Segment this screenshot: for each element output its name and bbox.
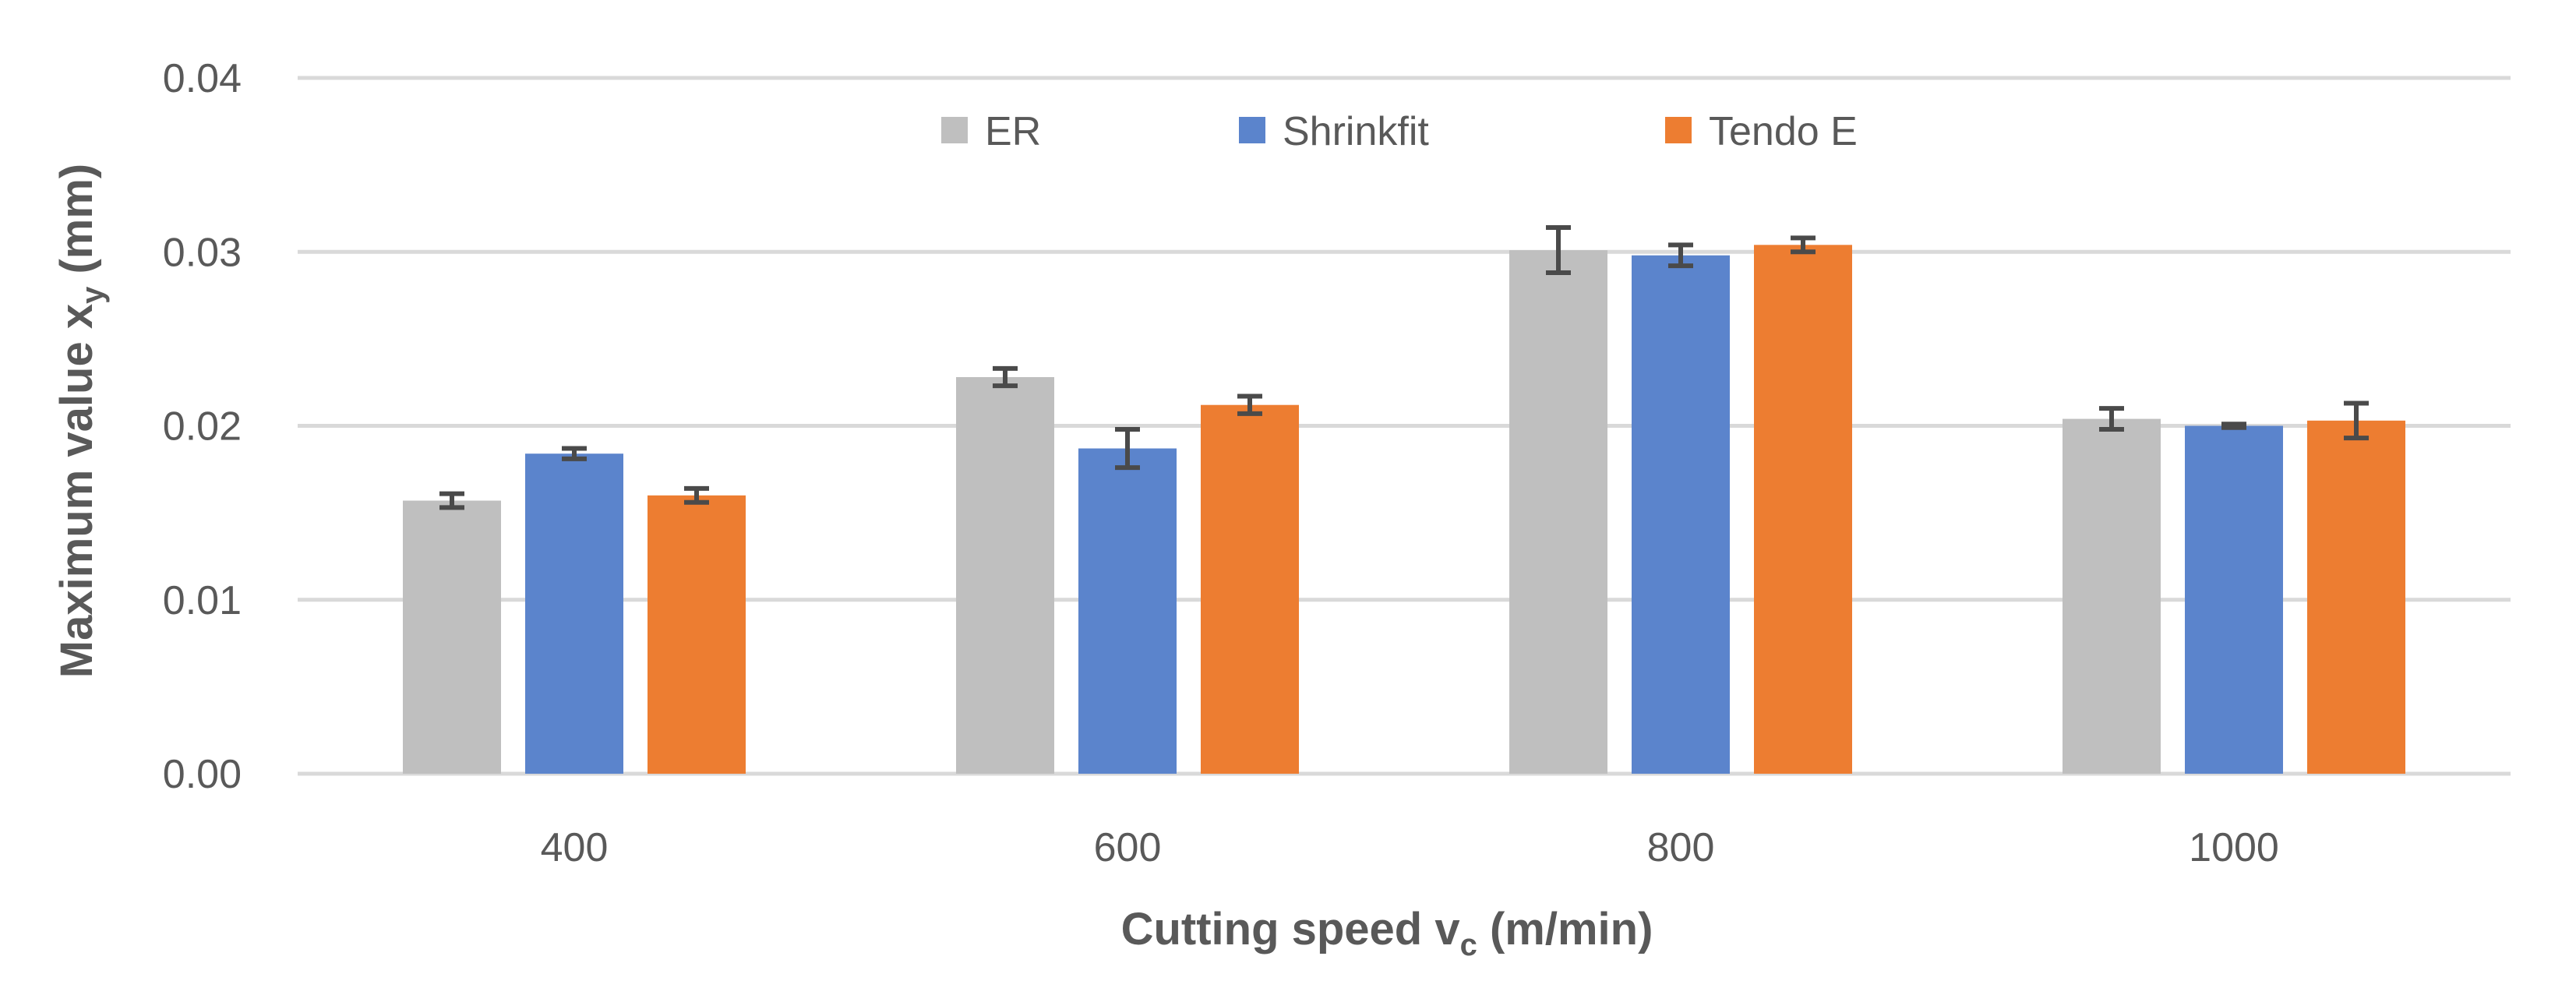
error-bar (1791, 235, 1816, 255)
x-axis-title: Cutting speed vc (m/min) (1121, 904, 1653, 962)
y-axis-title-subscript: y (76, 286, 110, 304)
bars (403, 245, 2405, 775)
bar-shrinkfit (2185, 425, 2283, 774)
y-axis-title-unit: (mm) (51, 164, 102, 287)
error-bar (993, 365, 1018, 389)
error-bar (2099, 406, 2124, 432)
legend-swatch (941, 117, 968, 143)
error-bar (1115, 426, 1140, 471)
error-bar (562, 446, 587, 461)
legend-label: ER (985, 109, 1041, 154)
y-axis-title: Maximum value xy (mm) (51, 164, 110, 678)
x-category-label: 800 (1647, 825, 1715, 870)
y-tick-label: 0.04 (163, 56, 242, 101)
bar-er (1509, 250, 1607, 775)
bar-shrinkfit (1078, 448, 1177, 774)
y-tick-label: 0.01 (163, 578, 242, 623)
x-axis-title-subscript: c (1460, 928, 1477, 962)
legend: ER Shrinkfit Tendo E (941, 109, 1858, 154)
error-bar (1668, 242, 1693, 269)
gridlines (298, 76, 2511, 776)
x-axis-title-main: Cutting speed v (1121, 904, 1460, 954)
bar-shrinkfit (1632, 255, 1730, 775)
x-axis-title-unit: (m/min) (1477, 904, 1653, 954)
bar-shrinkfit (525, 453, 623, 774)
bar-er (956, 376, 1054, 774)
error-bar (684, 485, 709, 505)
error-bar (2221, 422, 2246, 430)
x-category-label: 600 (1094, 825, 1162, 870)
bar-tendo-e (648, 495, 746, 774)
bar-tendo-e (1754, 245, 1852, 774)
error-bar (439, 491, 464, 510)
legend-label: Shrinkfit (1283, 109, 1429, 154)
y-tick-label: 0.02 (163, 404, 242, 450)
bar-tendo-e (1201, 404, 1299, 774)
bar-er (403, 500, 501, 774)
y-axis-ticks: 0.00 0.01 0.02 0.03 0.04 (163, 56, 242, 797)
error-bars (439, 224, 2369, 510)
error-bar (2344, 400, 2369, 441)
y-tick-label: 0.03 (163, 230, 242, 275)
legend-swatch (1239, 117, 1265, 143)
error-bar (1237, 393, 1262, 416)
y-tick-label: 0.00 (163, 752, 242, 797)
x-category-label: 400 (541, 825, 609, 870)
x-category-label: 1000 (2189, 825, 2279, 870)
legend-swatch (1665, 117, 1692, 143)
x-axis-categories: 400 600 800 1000 (541, 825, 2279, 870)
y-axis-title-main: Maximum value x (51, 304, 102, 678)
legend-label: Tendo E (1709, 109, 1858, 154)
bar-er (2063, 418, 2161, 774)
bar-tendo-e (2307, 420, 2405, 774)
error-bar (1546, 224, 1571, 276)
